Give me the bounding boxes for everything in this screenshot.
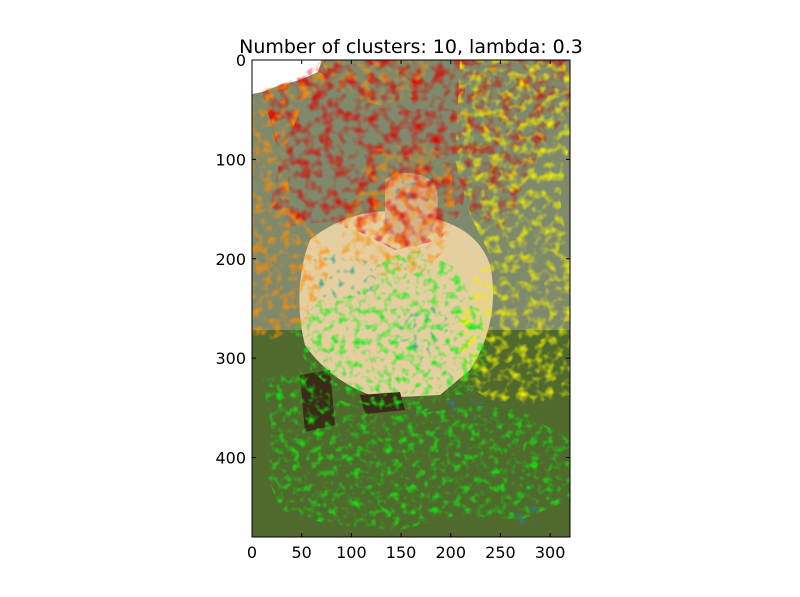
region-orange — [252, 60, 455, 340]
y-tick-label: 100 — [215, 150, 246, 169]
plot-frame — [251, 59, 571, 538]
x-tick-label: 150 — [386, 543, 417, 562]
region-teal — [305, 170, 450, 360]
segmented-photo — [252, 60, 570, 537]
y-tick-label: 300 — [215, 349, 246, 368]
y-tick-label: 0 — [236, 51, 246, 70]
x-tick-label: 300 — [535, 543, 566, 562]
x-tick-label: 50 — [292, 543, 312, 562]
region-white — [252, 60, 322, 94]
chart-title: Number of clusters: 10, lambda: 0.3 — [239, 36, 583, 58]
region-yellow — [455, 60, 570, 405]
x-tick-label: 200 — [435, 543, 466, 562]
y-tick-label: 200 — [215, 250, 246, 269]
region-blue — [440, 398, 545, 530]
x-tick-label: 250 — [485, 543, 516, 562]
x-axis: 0 50 100 150 200 250 300 — [247, 60, 565, 562]
y-axis: 0 100 200 300 400 — [215, 51, 570, 468]
x-tick-label: 0 — [247, 543, 257, 562]
y-tick-label: 400 — [215, 449, 246, 468]
x-tick-label: 100 — [336, 543, 367, 562]
